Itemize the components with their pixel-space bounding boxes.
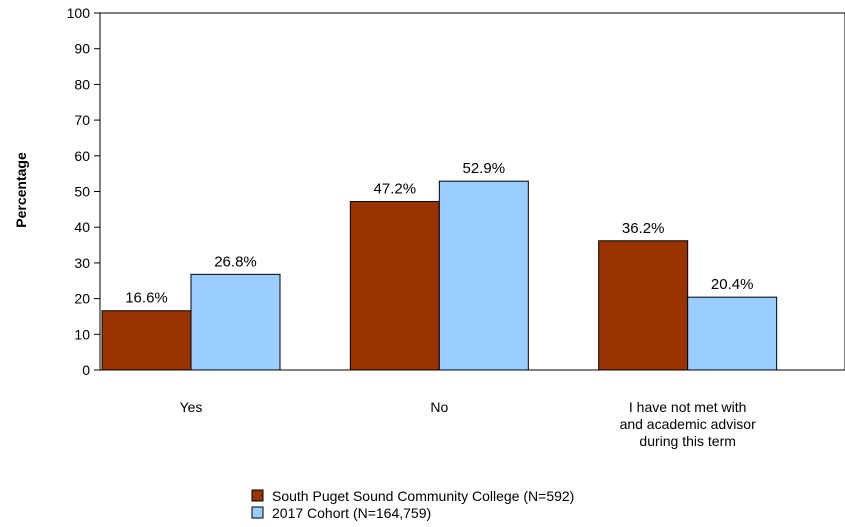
category-label: Yes — [180, 399, 203, 415]
category-label: I have not met with and academic advisor d… — [620, 399, 757, 449]
legend-label: South Puget Sound Community College (N=5… — [272, 488, 574, 504]
y-axis-title: Percentage — [13, 152, 29, 228]
y-tick-label: 10 — [74, 326, 90, 342]
legend-swatch — [251, 489, 264, 502]
data-label: 52.9% — [463, 160, 506, 177]
legend: South Puget Sound Community College (N=5… — [251, 488, 574, 521]
bar — [101, 310, 192, 371]
category-labels: Yes No I have not met with and academic adv… — [180, 399, 757, 449]
y-tick-label: 30 — [74, 255, 90, 271]
y-tick-label: 100 — [67, 5, 91, 21]
data-label: 47.2% — [374, 180, 417, 197]
legend-label: 2017 Cohort (N=164,759) — [272, 505, 431, 521]
category-label-line: and academic advisor — [620, 416, 757, 432]
y-tick-label: 80 — [74, 76, 90, 92]
data-labels: 16.6% 47.2% 36.2% 26.8% 52.9% 20.4% — [125, 160, 753, 307]
y-tick-label: 50 — [74, 184, 90, 200]
data-label: 16.6% — [125, 290, 168, 307]
bar — [438, 180, 529, 371]
y-tick-label: 70 — [74, 112, 90, 128]
bar — [349, 200, 440, 371]
y-tick-label: 20 — [74, 291, 90, 307]
bar — [687, 296, 778, 371]
category-label: No — [430, 399, 448, 415]
data-label: 20.4% — [711, 276, 754, 293]
category-label-line: during this term — [639, 433, 735, 449]
category-label-line: No — [430, 399, 448, 415]
data-label: 26.8% — [214, 253, 257, 270]
bar — [598, 240, 689, 371]
category-label-line: Yes — [180, 399, 203, 415]
y-axis: 0 10 20 30 40 50 60 70 80 90 100 — [67, 5, 100, 378]
y-tick-label: 0 — [82, 362, 90, 378]
bars — [101, 180, 778, 371]
data-label: 36.2% — [622, 220, 665, 237]
legend-swatch — [251, 506, 264, 519]
y-tick-label: 40 — [74, 219, 90, 235]
y-tick-label: 60 — [74, 148, 90, 164]
category-label-line: I have not met with — [629, 399, 747, 415]
bar — [190, 273, 281, 371]
y-tick-label: 90 — [74, 41, 90, 57]
